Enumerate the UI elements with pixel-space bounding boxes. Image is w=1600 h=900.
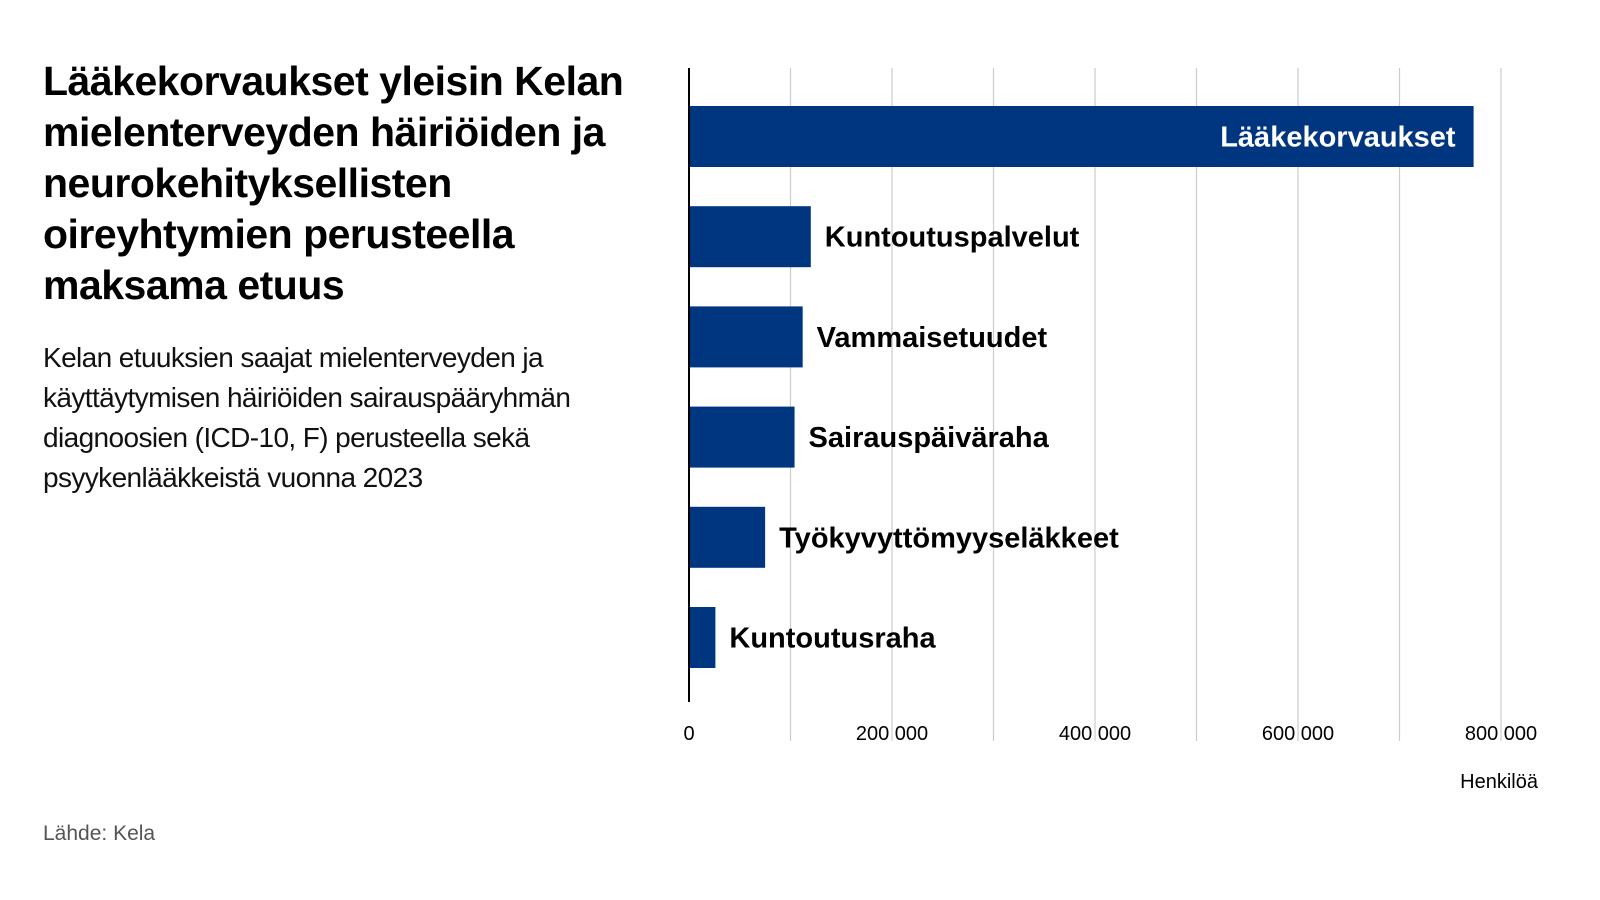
bar-label: Kuntoutuspalvelut [825,222,1080,254]
bar [689,306,803,368]
bar [689,607,716,668]
x-tick-label: 600 000 [1262,723,1334,745]
x-tick-label: 800 000 [1465,723,1537,745]
bar-label: Vammaisetuudet [817,322,1048,354]
bar [689,206,811,268]
x-axis-ticks: 0 200 000 400 000 600 000 800 000 [683,723,1537,745]
bar-label: Lääkekorvaukset [1220,122,1456,154]
x-tick-label: 0 [683,723,694,745]
bar-label: Sairauspäiväraha [809,422,1050,454]
chart-subtitle: Kelan etuuksien saajat mielenterveyden j… [43,342,571,493]
bar-label: Kuntoutusraha [729,623,936,655]
x-tick-label: 400 000 [1059,723,1131,745]
x-axis-label: Henkilöä [1460,771,1539,793]
source-note: Lähde: Kela [43,822,156,845]
bars: Lääkekorvaukset Kuntoutuspalvelut Vammaise… [689,106,1474,668]
x-tick-label: 200 000 [856,723,928,745]
chart-title: Lääkekorvaukset yleisin Kelan mielenterv… [43,58,624,308]
bar [689,506,766,568]
gridlines [789,68,1502,741]
bar [689,406,795,468]
bar [689,106,1474,167]
bar-label: Työkyvyttömyyseläkkeet [779,522,1119,554]
